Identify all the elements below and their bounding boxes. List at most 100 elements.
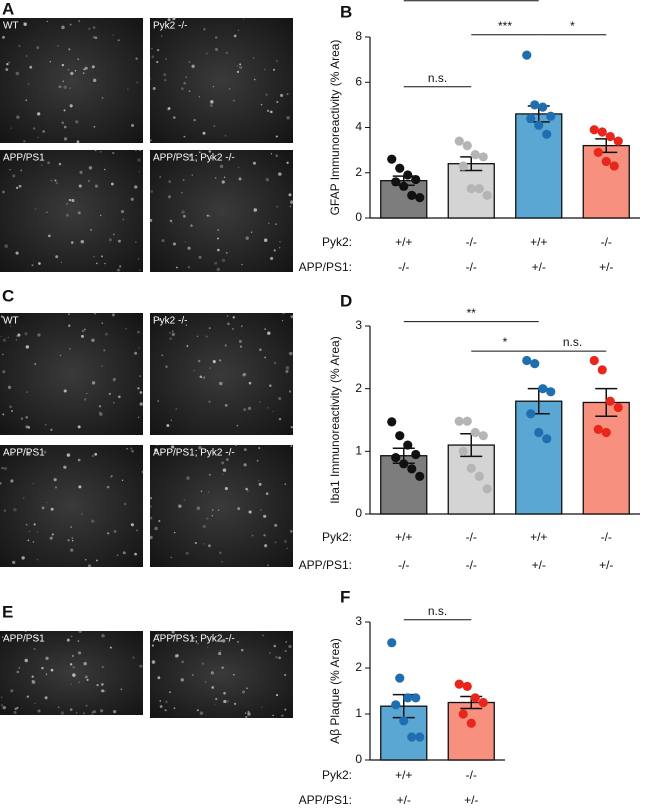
speck (251, 534, 254, 537)
speck (101, 365, 103, 368)
speck (276, 205, 279, 208)
x-tick-label: +/- (532, 260, 546, 274)
x-tick-label: +/+ (395, 235, 412, 249)
speck (191, 174, 193, 176)
speck (35, 637, 39, 640)
speck (248, 510, 252, 514)
speck (290, 445, 293, 448)
speck (110, 476, 112, 478)
speck (180, 678, 184, 682)
speck (263, 534, 266, 537)
x-tick-label: +/+ (395, 530, 412, 544)
speck (263, 238, 268, 242)
speck (223, 699, 227, 704)
speck (172, 242, 176, 246)
speck (173, 707, 176, 709)
speck (78, 629, 82, 633)
speck (289, 205, 291, 207)
speck (37, 333, 41, 337)
speck (66, 638, 70, 642)
significance-label: n.s. (563, 335, 582, 349)
speck (93, 312, 97, 315)
speck (67, 539, 70, 542)
speck (77, 211, 81, 215)
speck (116, 554, 119, 556)
bar (515, 113, 563, 219)
data-point (522, 50, 532, 60)
speck (5, 68, 9, 71)
speck (237, 507, 241, 511)
data-point (478, 431, 488, 441)
speck (63, 109, 66, 112)
speck (267, 564, 269, 566)
speck (135, 241, 137, 243)
speck (222, 473, 224, 476)
speck (121, 479, 124, 482)
speck (171, 332, 175, 337)
x-tick-label: -/- (466, 558, 477, 572)
speck (198, 151, 201, 154)
data-point (415, 193, 425, 203)
speck (103, 349, 106, 352)
speck (184, 241, 187, 243)
speck (212, 360, 216, 364)
speck (163, 73, 167, 77)
speck (156, 48, 160, 52)
speck (85, 704, 88, 707)
speck (16, 115, 20, 119)
speck (275, 694, 279, 697)
speck (286, 116, 290, 120)
speck (191, 142, 193, 144)
panel-letter: A (2, 0, 14, 18)
speck (101, 683, 104, 686)
speck (63, 465, 67, 469)
data-point (458, 446, 468, 456)
speck (34, 363, 37, 365)
speck (154, 526, 158, 531)
x-tick-label: +/+ (530, 530, 547, 544)
speck (215, 697, 218, 701)
speck (208, 366, 212, 370)
speck (242, 690, 246, 694)
speck (139, 402, 143, 406)
speck (26, 391, 29, 394)
speck (113, 530, 117, 533)
significance-label: * (570, 19, 575, 33)
speck (70, 526, 73, 528)
speck (233, 673, 235, 676)
data-point (387, 417, 397, 427)
speck (190, 224, 193, 227)
x-tick-label: -/- (398, 558, 409, 572)
row-label: Pyk2: (322, 235, 352, 249)
speck (286, 161, 289, 164)
speck (113, 233, 115, 236)
speck (2, 338, 7, 342)
speck (221, 461, 225, 465)
data-point (411, 174, 421, 185)
speck (173, 531, 176, 534)
speck (250, 231, 253, 233)
speck (186, 476, 190, 480)
speck (134, 351, 138, 355)
y-tick-label: 3 (355, 614, 362, 628)
speck (122, 551, 126, 555)
speck (243, 408, 247, 412)
data-point (474, 183, 484, 194)
speck (258, 479, 260, 481)
image-label: Pyk2 -/- (153, 316, 187, 327)
speck (202, 131, 206, 135)
speck (106, 485, 110, 489)
speck (185, 324, 187, 326)
speck (135, 57, 138, 60)
speck (210, 157, 213, 159)
data-point (399, 181, 409, 191)
speck (117, 39, 120, 42)
data-point (589, 355, 599, 366)
speck (27, 82, 30, 85)
speck (157, 633, 160, 637)
speck (274, 523, 278, 527)
panel-letter: F (340, 587, 350, 606)
speck (107, 532, 110, 535)
speck (69, 87, 71, 89)
speck (10, 325, 12, 328)
